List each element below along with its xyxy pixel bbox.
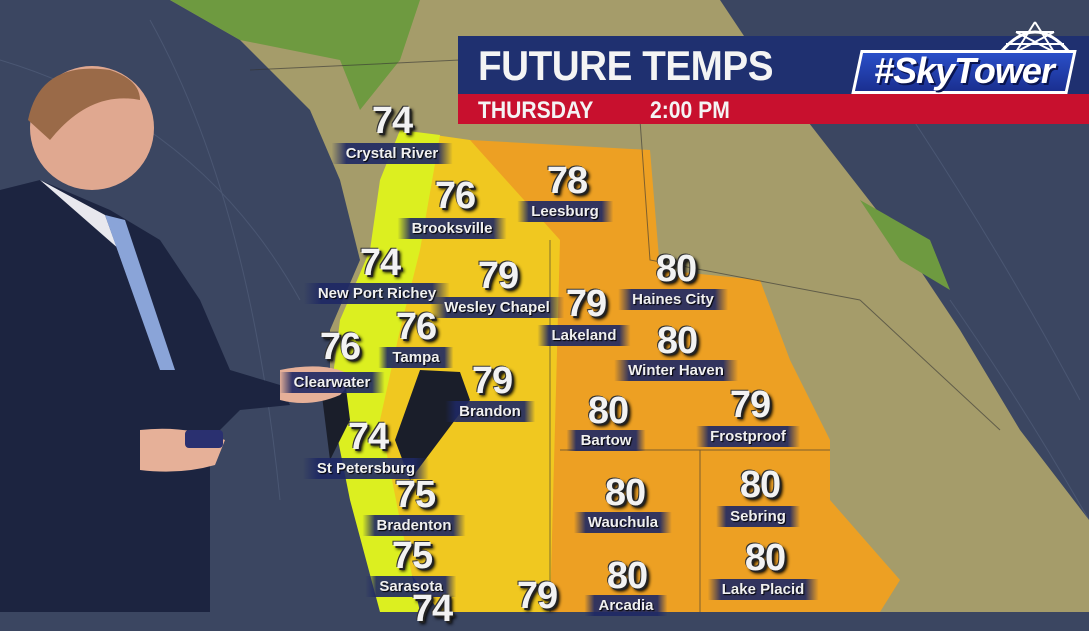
city-label: St Petersburg (302, 458, 430, 479)
tower-dome-icon (997, 21, 1073, 54)
cool-zone (330, 130, 440, 612)
city-label: Tampa (378, 347, 454, 368)
city-label: Lakeland (537, 325, 631, 346)
city-temperature: 80 (739, 464, 781, 506)
tampa-bay (395, 370, 470, 480)
city-temperature: 79 (516, 575, 558, 617)
city-temperature: 78 (546, 160, 588, 202)
city-temperature: 80 (656, 320, 698, 362)
city-label: Lake Placid (707, 579, 819, 600)
city-label: Wesley Chapel (430, 297, 564, 318)
city-temperature: 75 (391, 535, 433, 577)
city-temperature: 76 (434, 175, 476, 217)
forecast-header: FUTURE TEMPS THURSDAY 2:00 PM #SkyTower (458, 21, 1089, 124)
city-label: Clearwater (279, 372, 385, 393)
city-temperature: 79 (471, 360, 513, 402)
city-temperature: 76 (395, 306, 437, 348)
city-temperature: 74 (359, 242, 401, 284)
city-label: Haines City (618, 289, 728, 310)
city-temperature: 74 (371, 100, 413, 142)
city-label: Sarasota (365, 576, 457, 597)
city-label: Brooksville (397, 218, 507, 239)
city-label: Arcadia (584, 595, 668, 616)
city-label: Winter Haven (614, 360, 738, 381)
forecast-day: THURSDAY (478, 97, 594, 124)
city-label: Crystal River (331, 143, 453, 164)
city-label: Bradenton (362, 515, 466, 536)
city-temperature: 74 (347, 416, 389, 458)
forecast-time: 2:00 PM (650, 97, 730, 124)
city-label: Sebring (716, 506, 800, 527)
city-temperature: 75 (394, 474, 436, 516)
city-temperature: 79 (565, 283, 607, 325)
city-temperature: 80 (587, 390, 629, 432)
city-temperature: 80 (744, 537, 786, 579)
city-temperature: 76 (319, 326, 361, 368)
city-temperature: 80 (604, 472, 646, 514)
city-label: Wauchula (573, 512, 673, 533)
logo-text: #SkyTower (874, 50, 1055, 91)
coast-green (170, 0, 420, 110)
skytower-logo: #SkyTower (848, 20, 1088, 100)
city-temperature: 79 (729, 384, 771, 426)
city-label: Brandon (445, 401, 535, 422)
city-label: Leesburg (517, 201, 613, 222)
title: FUTURE TEMPS (478, 42, 774, 89)
city-temperature: 80 (606, 555, 648, 597)
city-temperature: 79 (477, 255, 519, 297)
city-label: New Port Richey (303, 283, 451, 304)
city-label: Bartow (566, 430, 646, 451)
city-temperature: 80 (655, 248, 697, 290)
subtitle-bar: THURSDAY 2:00 PM (458, 94, 1089, 124)
city-temperature: 74 (411, 588, 453, 630)
city-label: Frostproof (696, 426, 800, 447)
